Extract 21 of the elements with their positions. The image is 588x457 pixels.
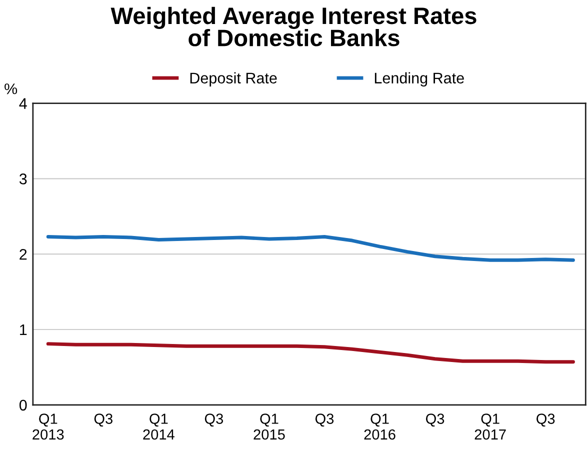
legend-label: Lending Rate [374, 72, 464, 87]
x-tick-label: Q1 2017 [474, 414, 506, 440]
y-tick-label: 0 [19, 400, 27, 411]
y-tick-label: 1 [20, 324, 27, 336]
x-tick-label: Q3 [315, 414, 334, 427]
x-tick-label: Q3 [426, 414, 444, 427]
y-axis-title: % [4, 83, 18, 94]
legend-label: Deposit Rate [190, 72, 277, 87]
line-series [46, 235, 575, 262]
x-tick-label: Q1 2014 [143, 414, 174, 440]
chart-title: Weighted Average Interest Rates of Domestic Banks [110, 6, 476, 46]
x-tick-label: Q1 2015 [254, 414, 285, 440]
x-tick-label: Q1 2013 [32, 414, 64, 440]
x-tick-label: Q3 [536, 414, 555, 427]
y-tick-label: 3 [19, 174, 27, 184]
y-tick-label: 2 [20, 248, 27, 260]
x-tick-label: Q3 [94, 414, 112, 427]
x-tick-label: Q1 2016 [364, 414, 396, 440]
line-series [46, 342, 575, 364]
y-tick-label: 4 [19, 98, 27, 109]
x-tick-label: Q3 [204, 414, 224, 427]
